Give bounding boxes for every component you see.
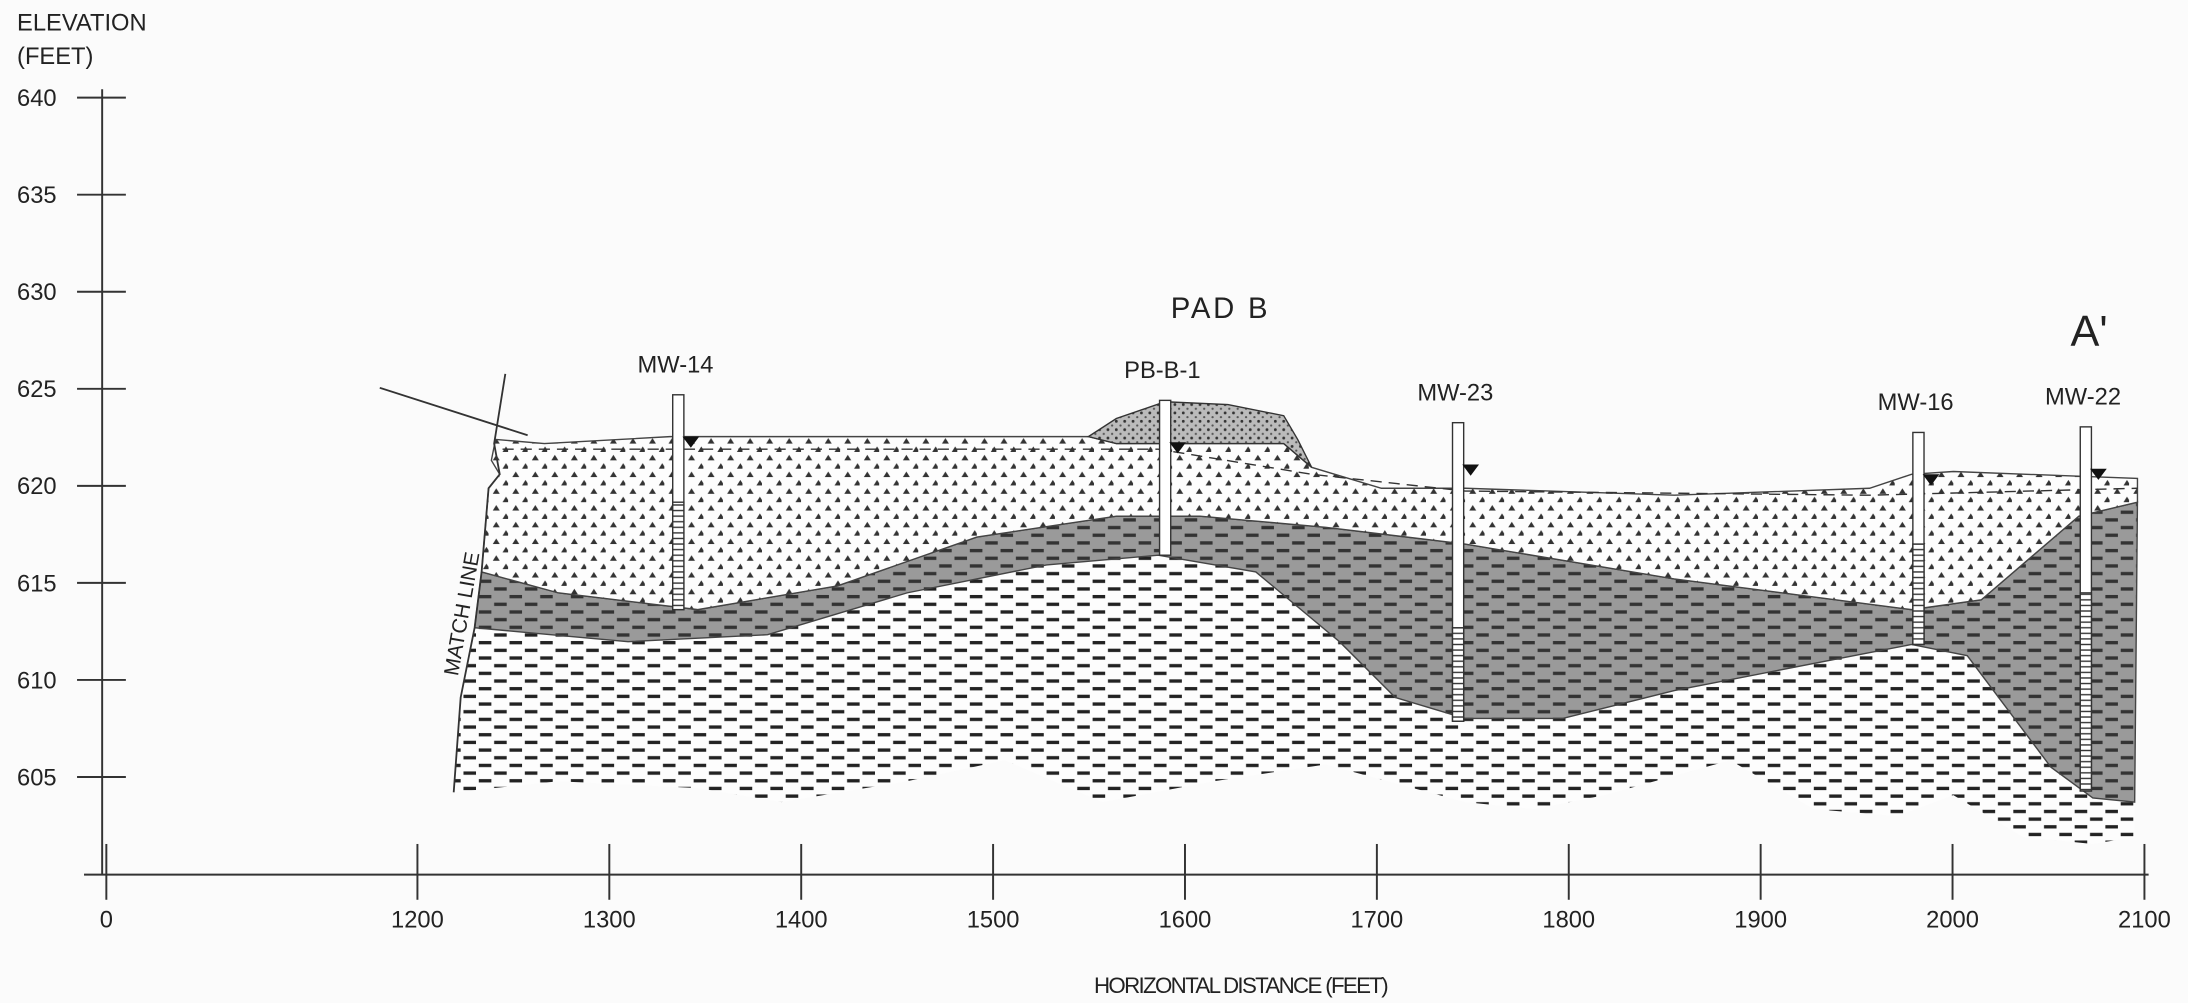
well-casing — [1160, 400, 1171, 555]
y-tick-label: 615 — [17, 571, 57, 597]
x-tick-label: 1900 — [1734, 908, 1787, 934]
x-tick-label: 1300 — [583, 908, 636, 934]
x-tick-label: 2000 — [1926, 908, 1979, 934]
x-tick-label: 1200 — [391, 908, 444, 934]
x-tick-label: 2100 — [2118, 908, 2171, 934]
well-screen — [1453, 628, 1464, 721]
well-label: MW-16 — [1878, 390, 1954, 416]
x-tick-label: 1700 — [1351, 908, 1404, 934]
cross-section: MW-14 PB-B-1 MW-23 MW-16 MW-22 ELEVATION (FE… — [0, 0, 2188, 1003]
section-line — [380, 388, 528, 435]
well-label: PB-B-1 — [1124, 358, 1200, 384]
section-label: A' — [2070, 308, 2107, 356]
page: MW-14 PB-B-1 MW-23 MW-16 MW-22 ELEVATION (FE… — [0, 0, 2188, 1003]
y-tick-label: 640 — [17, 86, 57, 112]
y-tick-label: 625 — [17, 377, 57, 403]
x-tick-label: 1800 — [1542, 908, 1595, 934]
well-label: MW-23 — [1417, 380, 1493, 406]
y-tick-label: 610 — [17, 668, 57, 694]
x-tick-label: 1400 — [775, 908, 828, 934]
y-axis-title: ELEVATION — [17, 11, 147, 37]
pad-label: PAD B — [1171, 292, 1271, 325]
geology — [380, 374, 2138, 844]
y-tick-label: 635 — [17, 183, 57, 209]
well-screen — [2080, 593, 2091, 791]
y-tick-label: 620 — [17, 474, 57, 500]
y-axis-title: (FEET) — [17, 44, 93, 70]
well-screen — [1913, 544, 1924, 644]
water-level — [1462, 465, 1479, 476]
y-tick-label: 605 — [17, 765, 57, 791]
x-tick-label: 1500 — [967, 908, 1020, 934]
well-label: MW-22 — [2045, 385, 2121, 411]
x-tick-label: 1600 — [1159, 908, 1212, 934]
y-tick-label: 630 — [17, 280, 57, 306]
x-tick-label: 0 — [100, 908, 113, 934]
x-axis-title: HORIZONTAL DISTANCE (FEET) — [1094, 973, 1388, 998]
well-screen — [673, 502, 684, 609]
well-label: MW-14 — [638, 352, 714, 378]
